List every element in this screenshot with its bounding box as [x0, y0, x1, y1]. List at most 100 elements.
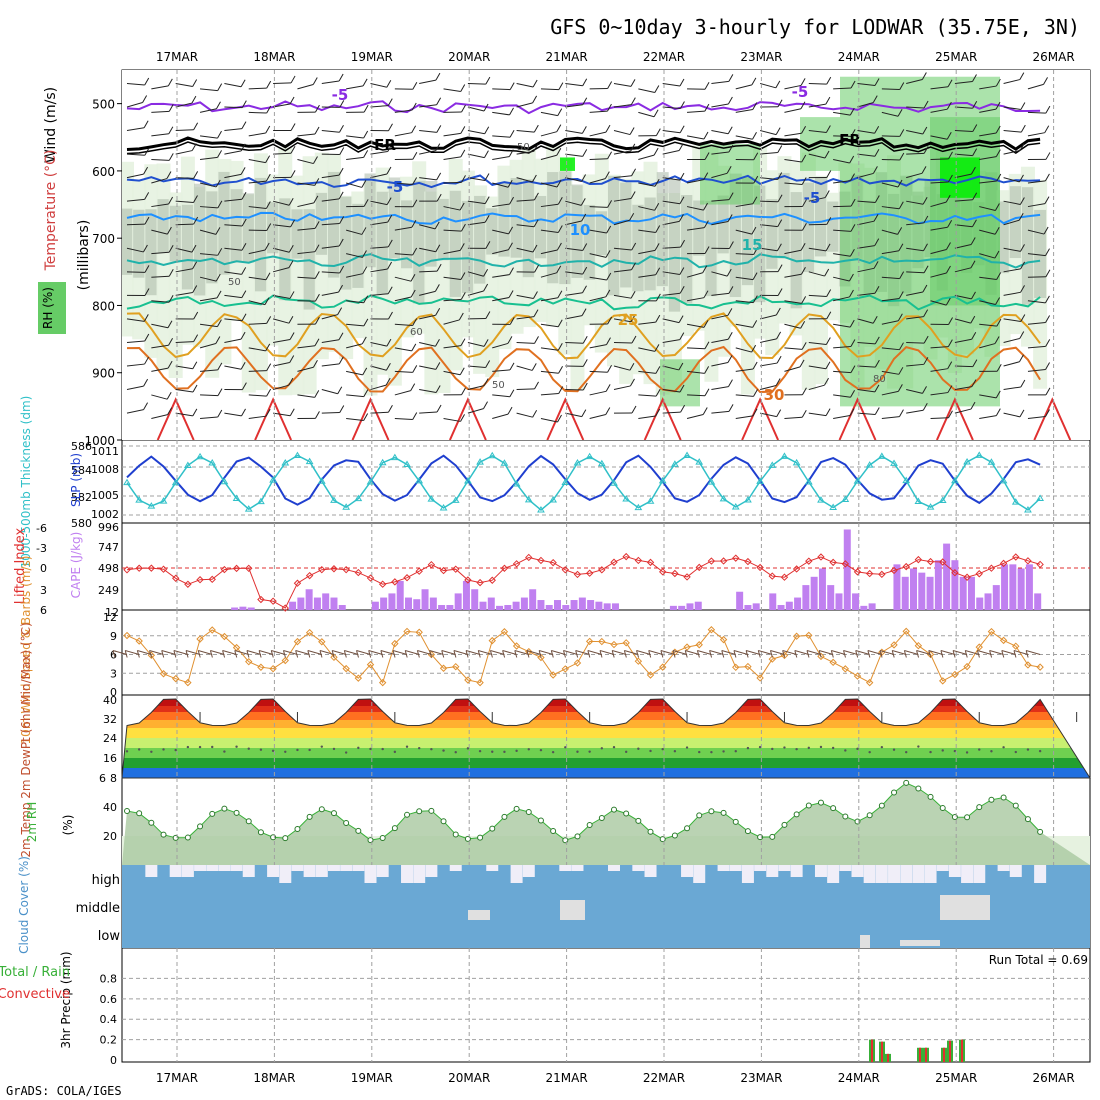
wind-barb [443, 319, 460, 325]
dewpoint-marker [953, 749, 957, 753]
wind-barb [370, 268, 388, 273]
wind-barb-flag [435, 385, 441, 393]
wind-barb [638, 229, 656, 233]
wind-barb-flag [507, 179, 513, 188]
wind-barb [662, 200, 681, 205]
wind-barb-flag [728, 192, 734, 200]
wind-barb-flag [217, 388, 223, 396]
wind-barb-flag [241, 242, 247, 251]
wind-barb [1027, 229, 1045, 235]
wind-barb-flag [727, 308, 733, 316]
wind-barb [540, 88, 559, 91]
wind-barb [613, 269, 632, 273]
wind-barb-flag [412, 365, 418, 373]
wind-barb-flag [533, 144, 539, 152]
wind-barb-flag [850, 339, 856, 347]
wind-barb [199, 135, 218, 139]
dewpoint-marker [771, 747, 774, 751]
rh-marker [1024, 816, 1031, 823]
wind-barb [199, 276, 217, 282]
wind-barb [540, 203, 559, 208]
wind-barb [833, 253, 851, 257]
surface-wind-barb [928, 650, 943, 655]
lifted-index-marker [171, 574, 180, 582]
wind-barb [662, 220, 680, 226]
wind-barb [565, 271, 583, 275]
rh-marker [501, 813, 508, 820]
li-tick-label: 0 [40, 562, 47, 575]
wind-barb [540, 347, 559, 351]
rh-marker [611, 806, 617, 813]
cape-bar [570, 600, 578, 610]
wind-speed-marker [293, 637, 302, 646]
precip-convective-bar [943, 1047, 945, 1062]
wind-barb [565, 315, 583, 320]
y-tick-label: 700 [92, 232, 115, 246]
wind-barb [151, 178, 168, 184]
wind-speed-marker [573, 659, 582, 667]
wind-barb [126, 247, 144, 253]
lifted-index-marker [452, 565, 460, 573]
thickness-marker [183, 461, 192, 468]
wind-barb-flag [436, 404, 442, 413]
wind-barb-flag [874, 285, 880, 294]
thickness-marker [1036, 494, 1045, 501]
dewpoint-marker [795, 747, 798, 751]
temp-tick-label: 8 [110, 772, 117, 785]
wind-barb-flag [387, 144, 393, 152]
wind-barb [833, 323, 851, 328]
wind-barb-flag [1045, 409, 1050, 417]
surface-wind-barb-flag [940, 650, 944, 658]
dewpoint-marker [734, 750, 737, 753]
cape-bar [1009, 564, 1017, 610]
wind-barb-flag [849, 273, 854, 282]
wind-barb-flag [751, 77, 757, 86]
cloud-high-cell [632, 865, 645, 871]
surface-wind-barb-flag [769, 650, 773, 658]
surface-wind-barb [624, 650, 639, 655]
dewpoint-marker [308, 748, 311, 752]
wind-barb [857, 389, 875, 393]
wind-barb [151, 203, 169, 208]
wind-barb-flag [485, 360, 491, 368]
wind-barb-flag [289, 408, 295, 417]
wind-barb-flag [801, 296, 807, 304]
cape-bar [868, 603, 876, 610]
wind-barb-flag [314, 221, 320, 229]
wind-barb-flag [217, 130, 222, 139]
wind-barb [857, 82, 876, 86]
wind-speed-marker [208, 626, 216, 634]
surface-wind-barb-flag [185, 650, 189, 658]
lifted-index-marker [902, 562, 910, 571]
wind-barb [492, 342, 509, 349]
lifted-index-marker [269, 597, 277, 605]
wind-barb-flag [216, 290, 222, 299]
thickness-marker [890, 459, 898, 466]
cape-bar [587, 600, 595, 610]
wind-speed-line [126, 628, 1041, 684]
surface-wind-barb [575, 650, 590, 655]
wind-barb-flag [483, 339, 489, 347]
cloud-high-cell [449, 865, 462, 871]
wind-barb-flag [680, 101, 685, 109]
cape-bar [901, 576, 909, 610]
wind-barb [638, 274, 656, 278]
surface-wind-barb [380, 650, 395, 655]
wind-barb-flag [168, 153, 174, 161]
surface-wind-barb [502, 650, 517, 655]
dewpoint-marker [418, 746, 421, 750]
wind-barb-flag [240, 143, 246, 152]
wind-barb-flag [241, 382, 247, 390]
wind-barb [833, 87, 852, 90]
wind-barb [638, 182, 656, 187]
wind-barb-flag [995, 390, 1001, 399]
surface-temp-contour [254, 397, 293, 440]
lifted-index-marker [208, 575, 216, 584]
wind-barb [589, 414, 606, 419]
lifted-index-marker [147, 564, 156, 572]
wind-barb-flag [435, 308, 441, 316]
wind-barb-flag [850, 365, 856, 373]
lifted-index-marker [865, 569, 874, 578]
wind-speed-marker [488, 636, 496, 645]
precip-convective-bar [871, 1039, 873, 1062]
